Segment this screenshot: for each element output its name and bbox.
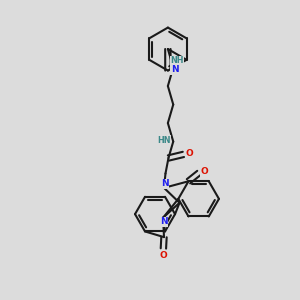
Text: N: N xyxy=(171,65,178,74)
Text: NH: NH xyxy=(170,56,183,65)
Text: HN: HN xyxy=(158,136,171,145)
Text: O: O xyxy=(201,167,208,176)
Text: O: O xyxy=(185,149,193,158)
Text: O: O xyxy=(160,250,167,260)
Text: N: N xyxy=(160,218,168,226)
Text: N: N xyxy=(161,179,168,188)
